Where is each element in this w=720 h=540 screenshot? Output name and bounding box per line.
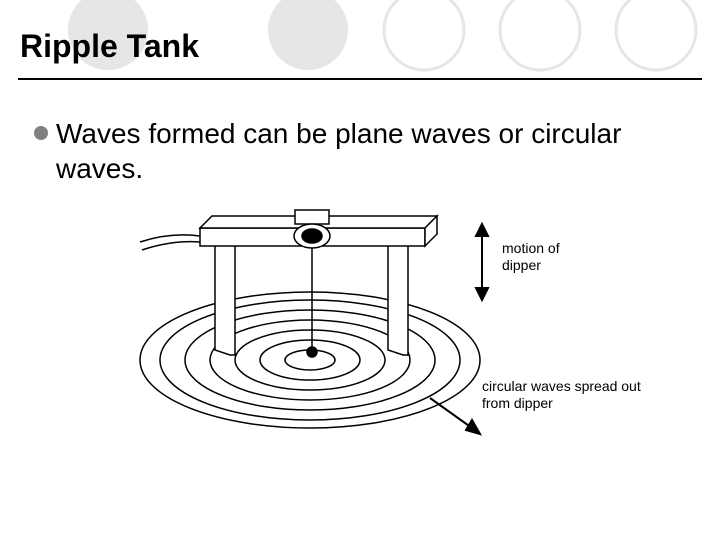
bullet-text: Waves formed can be plane waves or circu… bbox=[56, 116, 674, 186]
label-circular-waves: circular waves spread out from dipper bbox=[482, 378, 642, 412]
bullet-item: Waves formed can be plane waves or circu… bbox=[34, 116, 674, 186]
title-divider bbox=[18, 78, 702, 80]
bullet-dot-icon bbox=[34, 126, 48, 140]
ripple-tank-diagram: motion of dipper circular waves spread o… bbox=[130, 200, 600, 480]
slide-title: Ripple Tank bbox=[20, 28, 199, 65]
label-motion-of-dipper: motion of dipper bbox=[502, 240, 592, 274]
